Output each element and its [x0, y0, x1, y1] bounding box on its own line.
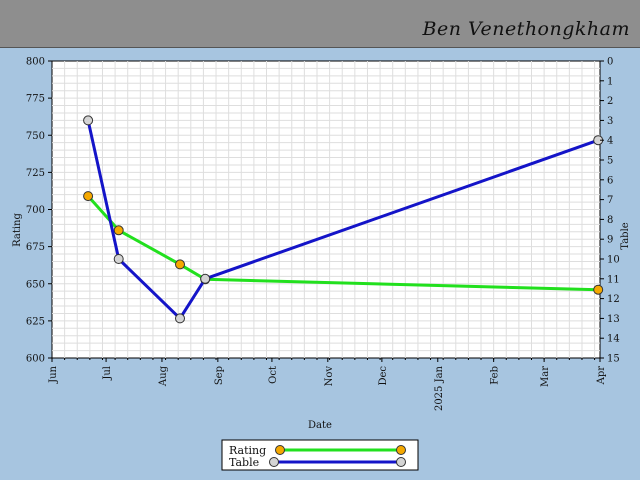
right-tick-label: 11	[607, 274, 620, 285]
data-point-rating	[113, 225, 124, 236]
right-tick-label: 7	[607, 195, 613, 206]
x-tick-label: Mar	[540, 366, 551, 387]
left-tick-label: 650	[26, 279, 45, 290]
x-tick-label: Apr	[596, 366, 607, 386]
data-point-table	[200, 273, 211, 284]
x-tick-label: Dec	[378, 366, 389, 386]
right-tick-label: 2	[607, 96, 613, 107]
x-tick-label: Feb	[490, 366, 501, 385]
left-tick-label: 750	[26, 131, 45, 142]
legend-marker-table-start	[269, 457, 279, 467]
right-tick-label: 5	[607, 156, 613, 167]
right-tick-label: 0	[607, 57, 613, 68]
data-point-table	[113, 254, 124, 264]
x-tick-label: 2025 Jan	[434, 365, 445, 411]
right-tick-label: 9	[607, 235, 613, 246]
right-tick-label: 8	[607, 215, 613, 226]
legend-label-rating: Rating	[229, 444, 266, 457]
left-tick-label: 800	[26, 57, 45, 68]
right-tick-label: 10	[607, 255, 620, 266]
grid	[52, 61, 600, 358]
left-tick-label: 675	[26, 242, 45, 253]
right-tick-label: 3	[607, 116, 613, 127]
data-point-rating	[593, 284, 604, 295]
x-tick-label: Oct	[268, 366, 279, 384]
data-point-table	[83, 115, 94, 126]
x-tick-label: Nov	[324, 366, 335, 387]
header-bar: Ben Venethongkham	[0, 0, 640, 48]
legend-label-table: Table	[229, 456, 259, 469]
left-tick-label: 625	[26, 316, 45, 327]
x-axis-title: Date	[308, 420, 332, 431]
left-tick-label: 600	[26, 354, 45, 365]
x-tick-label: Sep	[214, 366, 225, 385]
right-tick-label: 14	[607, 334, 620, 345]
legend-marker-rating-start	[275, 445, 285, 455]
right-tick-label: 13	[607, 314, 620, 325]
data-point-rating	[175, 259, 185, 270]
player-name: Ben Venethongkham	[422, 18, 630, 40]
right-axis-title: Table	[620, 222, 631, 249]
right-tick-label: 4	[607, 136, 613, 147]
left-axis-title: Rating	[12, 213, 23, 247]
left-tick-label: 700	[26, 205, 45, 216]
legend: Rating Table	[221, 439, 419, 471]
right-tick-label: 1	[607, 76, 613, 87]
x-tick-label: Aug	[158, 365, 169, 387]
right-tick-label: 12	[607, 294, 620, 305]
series-lines	[83, 115, 604, 324]
data-point-table	[175, 313, 185, 324]
left-tick-label: 725	[26, 168, 45, 179]
legend-box	[221, 439, 419, 471]
legend-marker-rating-end	[396, 445, 406, 455]
right-tick-label: 15	[607, 354, 620, 365]
legend-marker-table-end	[396, 457, 406, 467]
right-tick-label: 6	[607, 175, 613, 186]
data-point-rating	[83, 191, 94, 202]
x-tick-label: Jun	[48, 365, 59, 383]
left-tick-label: 775	[26, 94, 45, 105]
x-tick-label: Jul	[102, 366, 113, 381]
